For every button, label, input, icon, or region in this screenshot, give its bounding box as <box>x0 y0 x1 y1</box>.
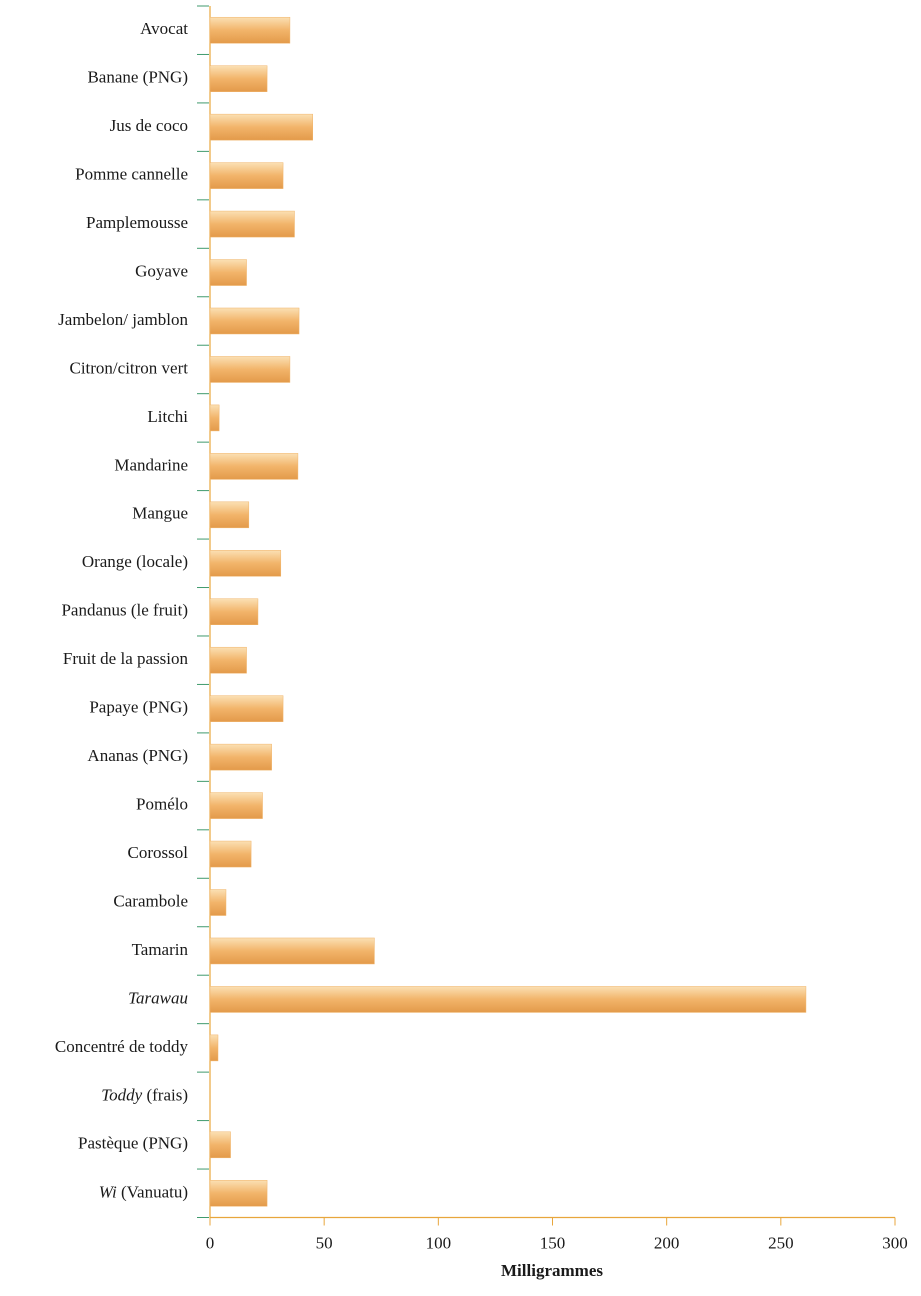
bar <box>209 550 282 577</box>
category-label: Pastèque (PNG) <box>78 1134 188 1153</box>
bar <box>209 1131 231 1159</box>
bar <box>209 840 252 868</box>
bar <box>209 743 272 771</box>
bar <box>209 937 375 965</box>
x-tick-label: 300 <box>882 1233 908 1252</box>
category-label: Jus de coco <box>110 116 188 135</box>
bar <box>209 889 227 916</box>
category-label: Pandanus (le fruit) <box>61 601 188 620</box>
category-label: Goyave <box>135 261 188 280</box>
bar <box>209 501 250 529</box>
category-label: Mangue <box>132 504 188 523</box>
bar <box>209 986 807 1013</box>
category-label: Toddy (frais) <box>101 1085 188 1104</box>
category-label-rest: (Vanuatu) <box>117 1182 188 1201</box>
bar <box>209 453 299 480</box>
bar <box>209 259 247 286</box>
bar <box>209 792 263 819</box>
category-label: Litchi <box>147 407 188 426</box>
category-label: Pomélo <box>136 794 188 813</box>
category-label: Wi (Vanuatu) <box>99 1182 188 1201</box>
bar <box>209 1180 268 1207</box>
category-label: Tamarin <box>132 940 189 959</box>
x-tick-label: 0 <box>206 1233 215 1252</box>
category-label: Corossol <box>128 843 189 862</box>
category-label: Pamplemousse <box>86 213 188 232</box>
bar <box>209 16 291 44</box>
category-label-italic: Tarawau <box>128 988 188 1007</box>
bar <box>209 307 300 335</box>
bar <box>209 695 284 722</box>
category-label: Jambelon/ jamblon <box>58 310 188 329</box>
bar <box>209 404 220 432</box>
category-label: Citron/citron vert <box>69 358 188 377</box>
category-label: Pomme cannelle <box>75 165 188 184</box>
category-label: Carambole <box>113 891 188 910</box>
bar <box>209 113 313 141</box>
category-label-italic: Wi <box>99 1182 117 1201</box>
category-label: Concentré de toddy <box>55 1037 189 1056</box>
category-label: Ananas (PNG) <box>87 746 188 765</box>
category-label: Fruit de la passion <box>63 649 189 668</box>
bar <box>209 356 291 383</box>
x-axis-title: Milligrammes <box>501 1261 603 1280</box>
x-tick-label: 100 <box>426 1233 452 1252</box>
category-label: Banane (PNG) <box>87 68 188 87</box>
bar <box>209 646 247 674</box>
category-label: Papaye (PNG) <box>89 698 188 717</box>
category-label: Orange (locale) <box>82 552 188 571</box>
bar <box>209 210 295 238</box>
bar <box>209 162 284 189</box>
category-label: Mandarine <box>114 455 188 474</box>
x-tick-label: 50 <box>316 1233 333 1252</box>
category-label: Avocat <box>140 19 188 38</box>
category-label: Tarawau <box>128 988 188 1007</box>
x-tick-label: 250 <box>768 1233 794 1252</box>
category-label-italic: Toddy <box>101 1085 142 1104</box>
x-tick-label: 150 <box>540 1233 566 1252</box>
bar <box>209 598 259 625</box>
category-label-rest: (frais) <box>142 1085 188 1104</box>
bar <box>209 65 268 92</box>
x-tick-label: 200 <box>654 1233 680 1252</box>
bar <box>209 1034 219 1062</box>
